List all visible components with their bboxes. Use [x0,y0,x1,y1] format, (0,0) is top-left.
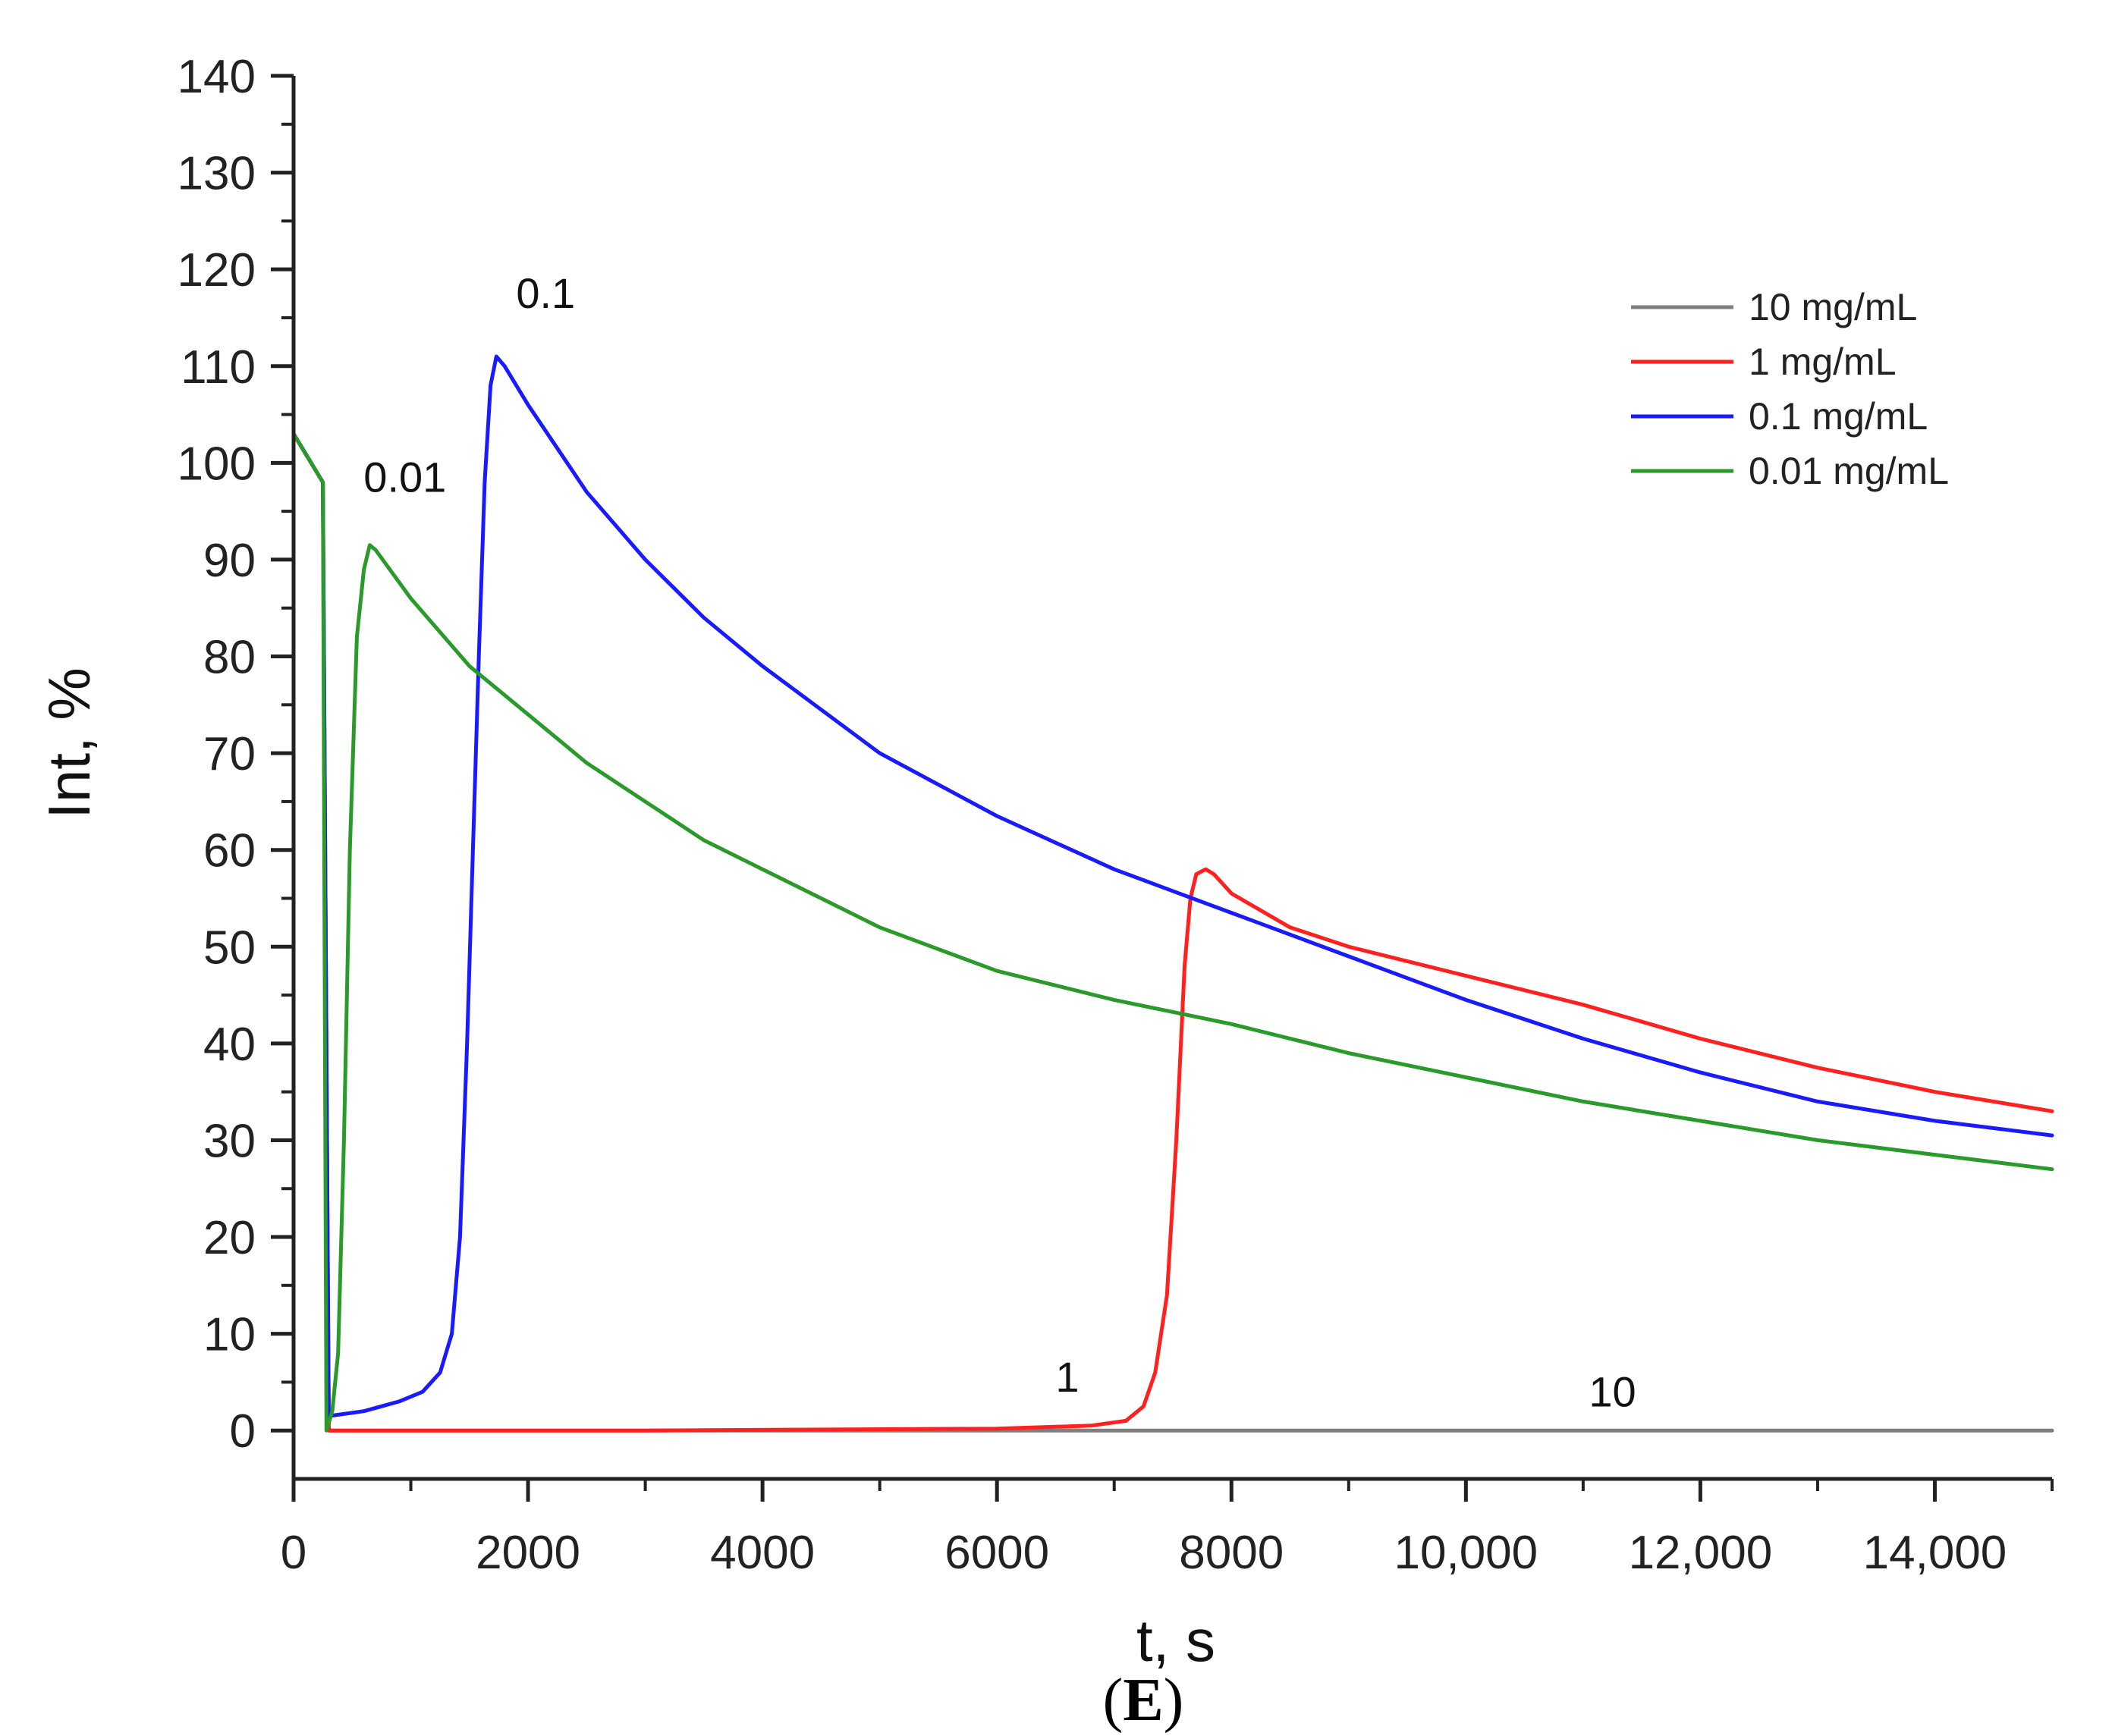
series-line-10-mg-ml [291,432,2054,1433]
y-tick-label: 90 [203,535,256,587]
curve-label: 1 [1055,1353,1079,1401]
curve-label: 0.1 [516,269,575,317]
y-axis-title: Int, % [36,667,102,818]
y-tick-label: 10 [203,1309,256,1361]
y-tick-label: 100 [178,438,256,490]
series-line-0-1-mg-ml [291,354,2054,1418]
x-tick-label: 2000 [476,1527,580,1579]
legend-label: 0.01 mg/mL [1749,450,1949,492]
y-tick-label: 140 [178,51,256,103]
y-tick-label: 70 [203,728,256,780]
legend-label: 0.1 mg/mL [1749,395,1928,438]
caption-close: ) [1164,1667,1184,1734]
y-tick-label: 60 [203,825,256,877]
legend-label: 10 mg/mL [1749,286,1917,328]
series-line-0-01-mg-ml [291,432,2054,1433]
x-tick-label: 0 [281,1527,306,1579]
annotations: 0.1 0.01 1 10 [363,269,1636,1415]
y-tick-label: 120 [178,244,256,297]
x-tick-label: 12,000 [1629,1527,1773,1579]
legend: 10 mg/mL 1 mg/mL 0.1 mg/mL 0.01 mg/mL [1631,286,1949,492]
curve-label: 0.01 [363,454,446,501]
x-tick-label: 14,000 [1863,1527,2007,1579]
x-tick-label: 6000 [944,1527,1049,1579]
x-tick-label: 10,000 [1394,1527,1538,1579]
y-tick-label: 40 [203,1019,256,1071]
x-axis-title: t, s [1136,1607,1215,1674]
series-layer [291,354,2054,1433]
figure-caption: (E) [1103,1667,1184,1734]
x-tick-label: 8000 [1179,1527,1284,1579]
y-tick-label: 50 [203,921,256,974]
x-tick-label: 4000 [710,1527,815,1579]
y-tick-label: 30 [203,1115,256,1167]
y-tick-label: 0 [230,1405,256,1458]
y-tick-label: 80 [203,632,256,684]
y-tick-label: 110 [181,341,256,394]
caption-letter: E [1123,1667,1163,1734]
caption-open: ( [1103,1667,1124,1734]
series-line-1-mg-ml [291,432,2054,1433]
y-tick-label: 20 [203,1212,256,1264]
y-tick-label: 130 [178,148,256,200]
legend-label: 1 mg/mL [1749,341,1897,383]
curve-label: 10 [1589,1367,1636,1415]
